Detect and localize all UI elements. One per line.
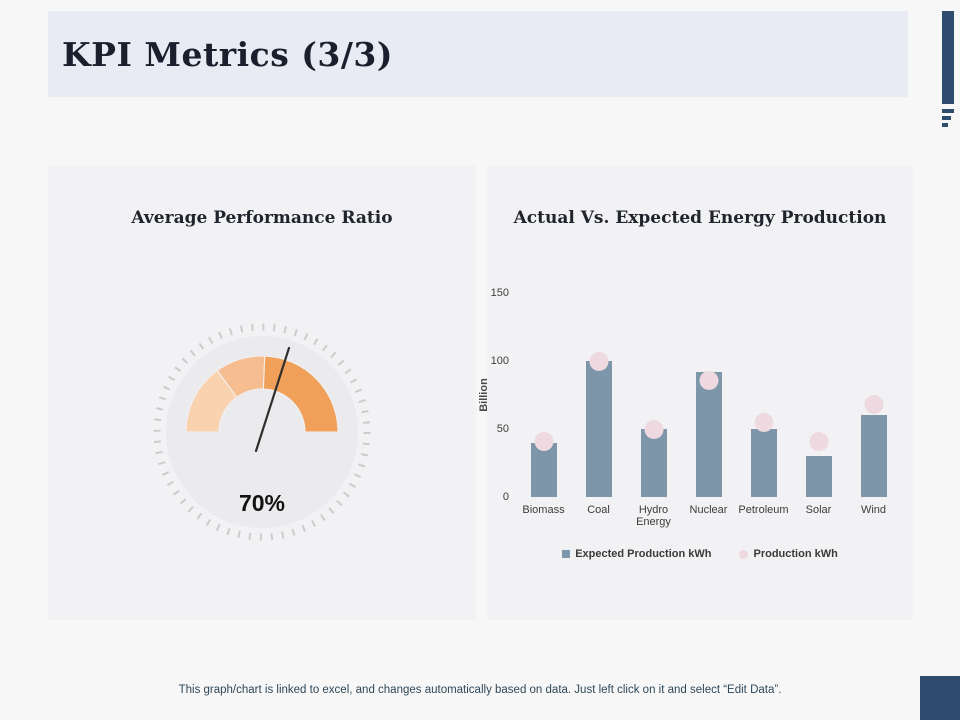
dot-production bbox=[534, 431, 553, 451]
category-label: Hydro Energy bbox=[636, 504, 671, 528]
accent-bar bbox=[942, 11, 954, 104]
bar-column: Biomass bbox=[516, 293, 571, 516]
bar-expected-production bbox=[805, 456, 832, 497]
legend-label: Expected Production kWh bbox=[575, 548, 712, 560]
chart-legend: Expected Production kWh Production kWh bbox=[487, 548, 913, 560]
bar-column: Petroleum bbox=[736, 293, 791, 516]
bar-column: Hydro Energy bbox=[626, 293, 681, 528]
dot-production bbox=[699, 370, 718, 390]
plot-area: Biomass Coal Hydro Energy Nuclear Petroleum S… bbox=[516, 293, 901, 528]
accent-dot bbox=[942, 123, 948, 127]
corner-accent bbox=[920, 676, 960, 720]
dot-production bbox=[809, 431, 828, 451]
legend-item: Production kWh bbox=[739, 548, 838, 560]
gauge-chart bbox=[147, 317, 377, 547]
gauge-title: Average Performance Ratio bbox=[131, 208, 393, 228]
y-tick-label: 100 bbox=[490, 355, 509, 367]
dot-production bbox=[644, 419, 663, 439]
y-axis-ticks: 0 50 100 150 bbox=[487, 287, 509, 503]
legend-swatch-bar bbox=[562, 550, 571, 558]
bar-expected-production bbox=[640, 429, 667, 497]
gauge-panel[interactable]: Average Performance Ratio 70% bbox=[48, 166, 476, 620]
dot-production bbox=[754, 412, 773, 432]
category-label: Wind bbox=[860, 504, 887, 516]
bar-expected-production bbox=[585, 361, 612, 497]
gauge-needle bbox=[254, 346, 291, 453]
category-label: Petroleum bbox=[738, 504, 789, 516]
bar-expected-production bbox=[750, 429, 777, 497]
gauge-tick-ring bbox=[153, 323, 371, 541]
accent-dots bbox=[942, 109, 954, 127]
dot-production bbox=[589, 351, 608, 371]
accent-dot bbox=[942, 116, 951, 120]
legend-swatch-dot bbox=[739, 549, 749, 559]
bar-column: Wind bbox=[846, 293, 901, 516]
bar-column: Nuclear bbox=[681, 293, 736, 516]
bar-expected-production bbox=[860, 415, 887, 497]
category-label: Coal bbox=[587, 504, 610, 516]
gauge-segment-high bbox=[262, 355, 339, 433]
category-label: Nuclear bbox=[689, 504, 728, 516]
gauge-value: 70% bbox=[238, 490, 286, 516]
bar-column: Coal bbox=[571, 293, 626, 516]
bar-expected-production bbox=[695, 371, 722, 497]
footer-note: This graph/chart is linked to excel, and… bbox=[178, 684, 782, 696]
y-tick-label: 50 bbox=[496, 423, 509, 435]
bar-chart-title: Actual Vs. Expected Energy Production bbox=[513, 208, 887, 228]
y-tick-label: 0 bbox=[502, 491, 509, 503]
y-tick-label: 150 bbox=[490, 287, 509, 299]
category-label: Solar bbox=[805, 504, 832, 516]
bar-chart-panel[interactable]: Actual Vs. Expected Energy Production Bi… bbox=[478, 166, 913, 620]
title-block: KPI Metrics (3/3) bbox=[48, 11, 908, 97]
dot-production bbox=[864, 395, 883, 415]
legend-item: Expected Production kWh bbox=[562, 548, 711, 560]
gauge-svg bbox=[153, 323, 371, 541]
legend-label: Production kWh bbox=[753, 548, 838, 560]
page-title: KPI Metrics (3/3) bbox=[62, 34, 393, 74]
category-label: Biomass bbox=[522, 504, 565, 516]
accent-dot bbox=[942, 109, 954, 113]
bar-expected-production bbox=[530, 442, 557, 497]
bar-column: Solar bbox=[791, 293, 846, 516]
